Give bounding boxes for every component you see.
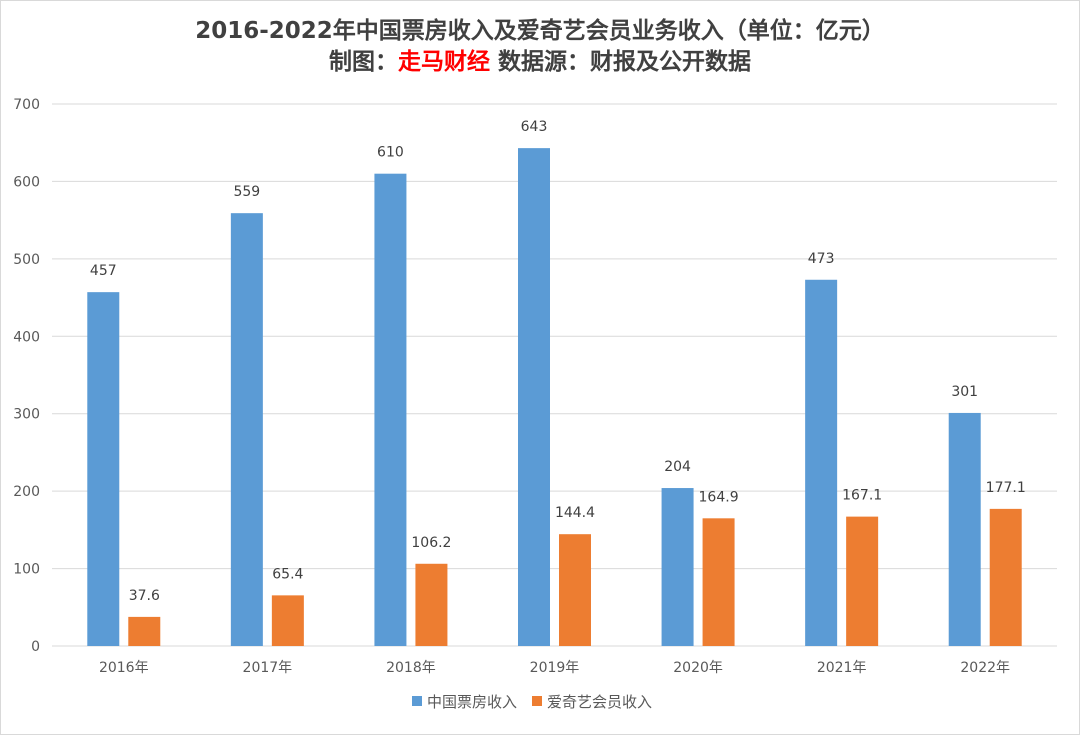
x-tick-label: 2022年 xyxy=(960,660,1010,676)
data-label: 301 xyxy=(951,384,978,400)
x-tick-label: 2020年 xyxy=(673,660,723,676)
data-label: 559 xyxy=(233,184,260,200)
bar-iqiyi-3 xyxy=(559,534,591,646)
data-label: 204 xyxy=(664,459,691,475)
chart-title: 2016-2022年中国票房收入及爱奇艺会员业务收入（单位：亿元） xyxy=(195,18,885,44)
legend-swatch-0 xyxy=(412,696,422,706)
data-label: 167.1 xyxy=(842,488,882,504)
legend-label: 中国票房收入 xyxy=(427,693,517,711)
bar-iqiyi-4 xyxy=(702,518,735,646)
data-label: 457 xyxy=(90,263,117,279)
data-label: 37.6 xyxy=(129,588,160,604)
data-label: 164.9 xyxy=(699,489,739,505)
y-tick-label: 300 xyxy=(13,407,40,423)
y-tick-label: 100 xyxy=(13,562,40,578)
y-tick-label: 0 xyxy=(31,639,40,655)
data-label: 473 xyxy=(808,251,835,267)
subtitle-brand: 走马财经 xyxy=(397,49,490,75)
legend-swatch-1 xyxy=(532,696,542,706)
bar-box-office-3 xyxy=(518,148,550,647)
bar-box-office-1 xyxy=(230,213,263,646)
data-label: 65.4 xyxy=(272,566,303,582)
legend-label: 爱奇艺会员收入 xyxy=(547,693,652,711)
bar-box-office-0 xyxy=(87,292,120,646)
y-tick-label: 400 xyxy=(13,329,40,345)
bar-box-office-6 xyxy=(948,412,981,646)
subtitle-prefix: 制图： xyxy=(328,49,398,75)
y-tick-label: 600 xyxy=(13,174,40,190)
bar-iqiyi-0 xyxy=(128,616,161,646)
x-tick-label: 2018年 xyxy=(386,660,436,676)
x-tick-label: 2021年 xyxy=(817,660,867,676)
y-tick-label: 700 xyxy=(13,97,40,113)
subtitle-source: 数据源：财报及公开数据 xyxy=(489,49,751,75)
bar-box-office-2 xyxy=(374,173,407,646)
y-tick-label: 500 xyxy=(13,252,40,268)
data-label: 177.1 xyxy=(986,480,1026,496)
bar-iqiyi-6 xyxy=(989,508,1022,646)
bar-box-office-4 xyxy=(661,488,694,646)
data-label: 610 xyxy=(377,145,404,161)
x-tick-label: 2017年 xyxy=(243,660,293,676)
bar-iqiyi-5 xyxy=(846,516,879,646)
bar-iqiyi-1 xyxy=(271,595,304,646)
bar-iqiyi-2 xyxy=(415,563,448,646)
bar-box-office-5 xyxy=(805,279,838,646)
y-tick-label: 200 xyxy=(13,484,40,500)
x-tick-label: 2016年 xyxy=(99,660,149,676)
chart-subtitle: 制图：走马财经 数据源：财报及公开数据 xyxy=(0,47,1080,77)
data-label: 144.4 xyxy=(555,505,595,521)
x-tick-label: 2019年 xyxy=(530,660,580,676)
data-label: 106.2 xyxy=(411,535,451,551)
data-label: 643 xyxy=(521,119,548,135)
